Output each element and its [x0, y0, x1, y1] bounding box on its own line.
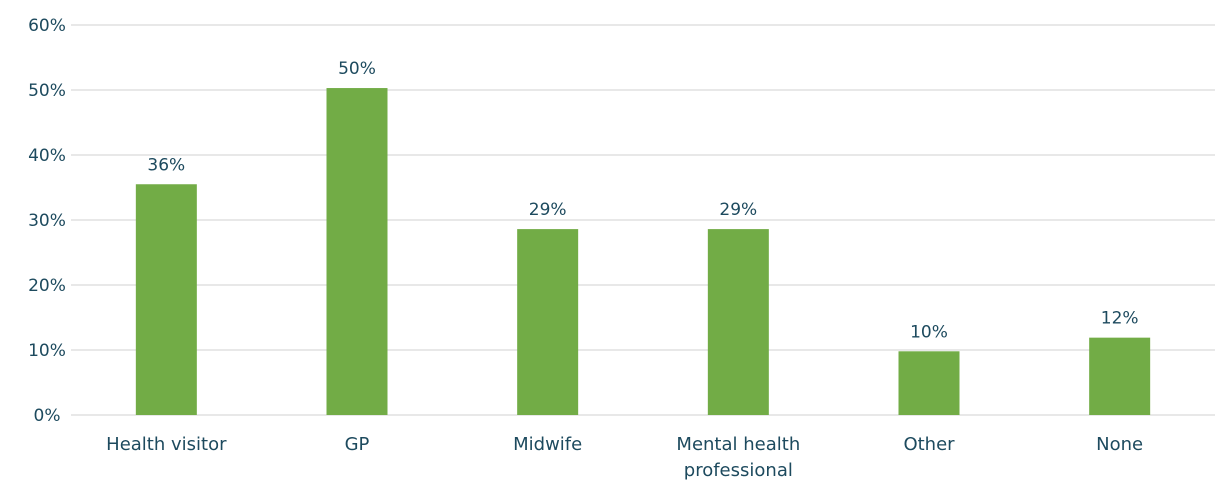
y-axis: 0% 10% 20% 30% 40% 50% 60% [28, 16, 66, 426]
y-tick-label: 30% [28, 211, 66, 231]
data-label: 29% [529, 200, 567, 220]
data-label: 12% [1101, 309, 1139, 329]
bar [517, 229, 579, 415]
data-label: 29% [719, 200, 757, 220]
bars [135, 88, 1151, 416]
y-tick-label: 0% [34, 406, 61, 426]
y-tick-label: 60% [28, 16, 66, 36]
data-labels: 36% 50% 29% 29% 10% 12% [147, 59, 1138, 342]
bar [135, 184, 197, 415]
y-tick-label: 40% [28, 146, 66, 166]
bar [898, 351, 960, 415]
x-tick-label: Mental health professional [676, 434, 800, 481]
y-tick-label: 20% [28, 276, 66, 296]
data-label: 10% [910, 322, 948, 342]
x-tick-label: Midwife [513, 434, 582, 455]
bar [326, 88, 388, 416]
gridlines [71, 24, 1215, 416]
x-tick-label: GP [345, 434, 370, 455]
bar [1089, 337, 1151, 415]
bar [707, 229, 769, 415]
data-label: 36% [147, 155, 185, 175]
data-label: 50% [338, 59, 376, 79]
x-tick-label: None [1096, 434, 1143, 455]
y-tick-label: 10% [28, 341, 66, 361]
x-tick-label: Health visitor [106, 434, 227, 455]
y-tick-label: 50% [28, 81, 66, 101]
x-tick-label: Other [903, 434, 955, 455]
x-axis: Health visitor GP Midwife Mental health prof… [106, 434, 1143, 481]
